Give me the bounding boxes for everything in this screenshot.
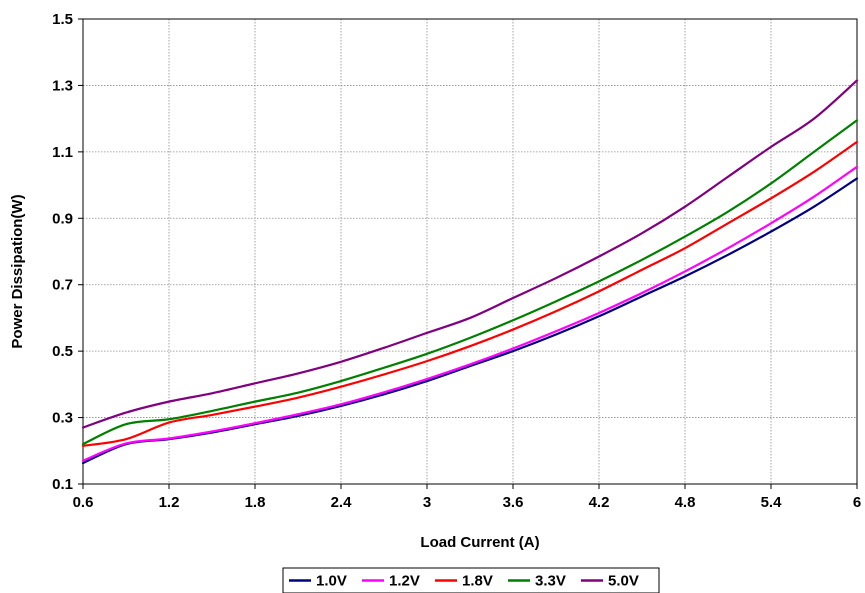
legend-label: 1.8V bbox=[462, 573, 493, 590]
series-line-5-0v bbox=[81, 79, 859, 429]
legend-items: 1.0V 1.2V 1.8V 3.3V 5.0V bbox=[289, 573, 639, 590]
x-axis-title: Load Current (A) bbox=[420, 534, 539, 551]
y-tick-label: 0.5 bbox=[52, 343, 73, 360]
series-line-1-8v bbox=[81, 140, 859, 447]
y-tick-label: 1.3 bbox=[52, 77, 73, 94]
y-tick-label: 0.9 bbox=[52, 210, 73, 227]
series-line-1-0v bbox=[81, 177, 859, 465]
series-line-3-3v bbox=[81, 119, 859, 446]
series-lines bbox=[81, 79, 859, 465]
y-axis-title: Power Dissipation(W) bbox=[9, 194, 26, 348]
plot-area bbox=[82, 18, 858, 485]
x-tick-label: 6 bbox=[853, 494, 861, 511]
x-tick-label: 4.2 bbox=[589, 494, 610, 511]
x-tick-label: 2.4 bbox=[331, 494, 353, 511]
x-tick-label: 3.6 bbox=[503, 494, 524, 511]
y-tick-label: 0.7 bbox=[52, 277, 73, 294]
y-tick-label: 0.1 bbox=[52, 476, 73, 493]
x-tick-label: 1.2 bbox=[159, 494, 180, 511]
legend-label: 1.0V bbox=[316, 573, 347, 590]
x-tick-label: 5.4 bbox=[761, 494, 783, 511]
legend-label: 3.3V bbox=[535, 573, 566, 590]
x-tick-label: 3 bbox=[423, 494, 431, 511]
x-tick-label: 1.8 bbox=[245, 494, 266, 511]
y-tick-label: 1.1 bbox=[52, 144, 73, 161]
legend: 1.0V 1.2V 1.8V 3.3V 5.0V bbox=[282, 567, 660, 593]
y-axis-ticks: 0.1 0.3 0.5 0.7 0.9 1.1 1.3 1.5 bbox=[52, 11, 83, 493]
x-tick-label: 4.8 bbox=[675, 494, 696, 511]
grid bbox=[83, 19, 857, 484]
y-tick-label: 0.3 bbox=[52, 410, 73, 427]
x-tick-label: 0.6 bbox=[73, 494, 94, 511]
x-axis-ticks: 0.6 1.2 1.8 2.4 3 3.6 4.2 4.8 5.4 6 bbox=[73, 484, 861, 511]
legend-label: 1.2V bbox=[389, 573, 420, 590]
legend-label: 5.0V bbox=[608, 573, 639, 590]
y-tick-label: 1.5 bbox=[52, 11, 73, 28]
series-line-1-2v bbox=[81, 165, 859, 462]
